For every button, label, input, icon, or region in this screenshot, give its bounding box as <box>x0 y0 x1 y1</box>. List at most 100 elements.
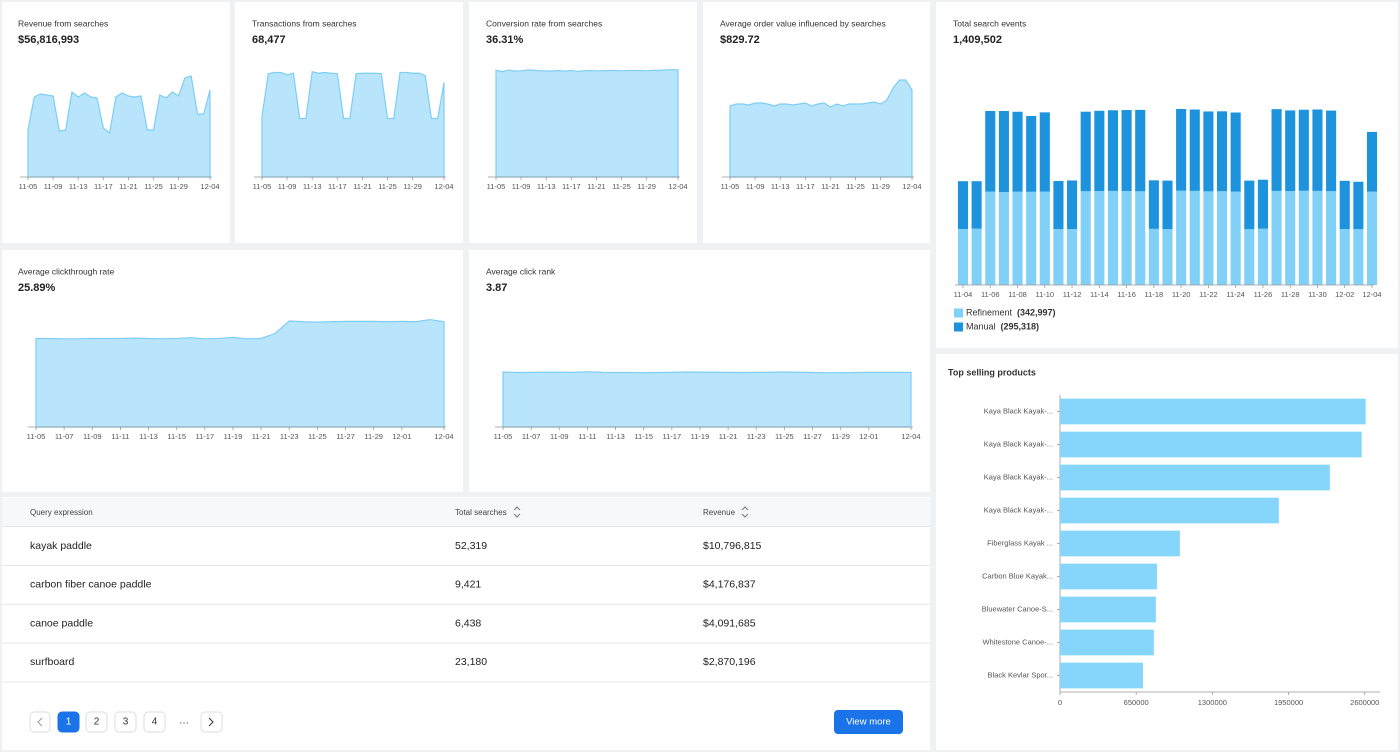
bar-segment[interactable] <box>1216 111 1228 192</box>
bar[interactable] <box>1060 464 1330 491</box>
bar-segment[interactable] <box>1230 112 1241 192</box>
sort-icon[interactable] <box>513 506 521 518</box>
bar-segment[interactable] <box>1326 110 1337 192</box>
prev-button[interactable] <box>29 711 51 733</box>
bar-segment[interactable] <box>1135 191 1146 285</box>
bar[interactable] <box>1060 530 1180 557</box>
bar-segment[interactable] <box>1039 191 1050 285</box>
y-tick-label: Fiberglass Kayak ... <box>987 538 1053 547</box>
page-button[interactable] <box>114 711 137 733</box>
bar-segment[interactable] <box>1326 191 1337 285</box>
view-more-button[interactable] <box>834 710 903 734</box>
bar-segment[interactable] <box>998 192 1009 285</box>
bar-segment[interactable] <box>1121 191 1132 285</box>
x-tick-label: 11-25 <box>612 182 631 191</box>
bar-segment[interactable] <box>1312 190 1323 285</box>
bar-segment[interactable] <box>1339 180 1350 229</box>
bar-segment[interactable] <box>1039 112 1050 192</box>
bar-segment[interactable] <box>1189 190 1200 285</box>
bar-segment[interactable] <box>1176 109 1187 191</box>
bar-segment[interactable] <box>1244 180 1255 230</box>
bar[interactable] <box>1060 563 1157 590</box>
bar-segment[interactable] <box>1053 180 1064 230</box>
bar-segment[interactable] <box>1285 191 1296 285</box>
bar-segment[interactable] <box>1094 191 1105 285</box>
bar-segment[interactable] <box>1080 191 1091 285</box>
bar-segment[interactable] <box>1053 229 1064 285</box>
bar-segment[interactable] <box>1135 109 1146 192</box>
bar-segment[interactable] <box>1298 190 1309 285</box>
bar[interactable] <box>1060 431 1362 458</box>
bar-segment[interactable] <box>1285 110 1296 192</box>
bar-segment[interactable] <box>1257 228 1268 285</box>
bar-segment[interactable] <box>1216 191 1228 285</box>
table-cell: 52,319 <box>455 540 487 552</box>
bar[interactable] <box>1060 662 1143 689</box>
bar-segment[interactable] <box>1162 228 1173 285</box>
bar-segment[interactable] <box>957 228 969 285</box>
bar-segment[interactable] <box>1067 228 1078 285</box>
x-tick-label: 11-21 <box>821 182 840 191</box>
bar[interactable] <box>1060 596 1156 623</box>
y-tick-label: Kaya Black Kayak-... <box>984 472 1053 481</box>
x-tick-label: 11-11 <box>578 432 596 441</box>
bar-segment[interactable] <box>1026 116 1037 192</box>
bar[interactable] <box>1060 497 1279 524</box>
bar[interactable] <box>1060 629 1154 656</box>
bar-segment[interactable] <box>1271 190 1282 285</box>
x-tick-label: 11-09 <box>512 182 531 191</box>
bar-segment[interactable] <box>1203 111 1214 192</box>
page-button[interactable] <box>143 711 166 733</box>
x-tick-label: 11-14 <box>1090 290 1109 299</box>
bar-segment[interactable] <box>1026 191 1037 285</box>
x-tick-label: 12-04 <box>901 432 920 441</box>
bar-segment[interactable] <box>1366 131 1378 192</box>
bar-segment[interactable] <box>998 111 1009 193</box>
x-tick-label: 11-05 <box>494 432 513 441</box>
bar-segment[interactable] <box>1121 110 1132 192</box>
x-tick-label: 11-29 <box>169 182 188 191</box>
x-tick-label: 11-25 <box>144 182 163 191</box>
bar-segment[interactable] <box>971 181 982 229</box>
bar-segment[interactable] <box>957 181 969 229</box>
bar-segment[interactable] <box>1067 180 1078 229</box>
bar-segment[interactable] <box>1162 180 1173 229</box>
bar-segment[interactable] <box>1271 109 1282 191</box>
bar-segment[interactable] <box>1353 181 1364 230</box>
bar-segment[interactable] <box>1012 111 1023 192</box>
bar-segment[interactable] <box>985 191 996 285</box>
chart-value: 68,477 <box>252 34 286 46</box>
next-button[interactable] <box>200 711 223 733</box>
sort-icon[interactable] <box>741 506 749 518</box>
bar-segment[interactable] <box>1189 109 1200 191</box>
bar-segment[interactable] <box>985 111 996 192</box>
bar-segment[interactable] <box>1094 110 1105 192</box>
page-number: 1 <box>66 717 72 728</box>
bar-segment[interactable] <box>1298 109 1309 191</box>
bar-segment[interactable] <box>1148 180 1159 229</box>
bar-segment[interactable] <box>1312 109 1323 191</box>
bar-segment[interactable] <box>1366 191 1378 285</box>
bar-segment[interactable] <box>1257 179 1268 229</box>
bar-segment[interactable] <box>1203 191 1214 285</box>
bar-segment[interactable] <box>1176 190 1187 285</box>
bar[interactable] <box>1060 398 1366 425</box>
ellipsis[interactable]: … <box>179 716 189 727</box>
bar-segment[interactable] <box>1080 111 1091 192</box>
bar-segment[interactable] <box>1230 191 1241 285</box>
bar-segment[interactable] <box>1244 229 1255 285</box>
bar-segment[interactable] <box>1107 190 1119 285</box>
bar-segment[interactable] <box>971 228 982 285</box>
x-tick-label: 11-27 <box>336 432 355 441</box>
x-tick-label: 11-13 <box>606 432 625 441</box>
bar-segment[interactable] <box>1012 191 1023 285</box>
x-tick-label: 11-25 <box>846 182 865 191</box>
bar-segment[interactable] <box>1353 229 1364 285</box>
bar-segment[interactable] <box>1148 228 1159 285</box>
x-tick-label: 11-15 <box>634 432 653 441</box>
bar-segment[interactable] <box>1339 228 1350 285</box>
page-button[interactable] <box>57 711 80 733</box>
page-button[interactable] <box>85 711 108 733</box>
table-cell: surfboard <box>30 656 75 668</box>
bar-segment[interactable] <box>1107 110 1119 191</box>
